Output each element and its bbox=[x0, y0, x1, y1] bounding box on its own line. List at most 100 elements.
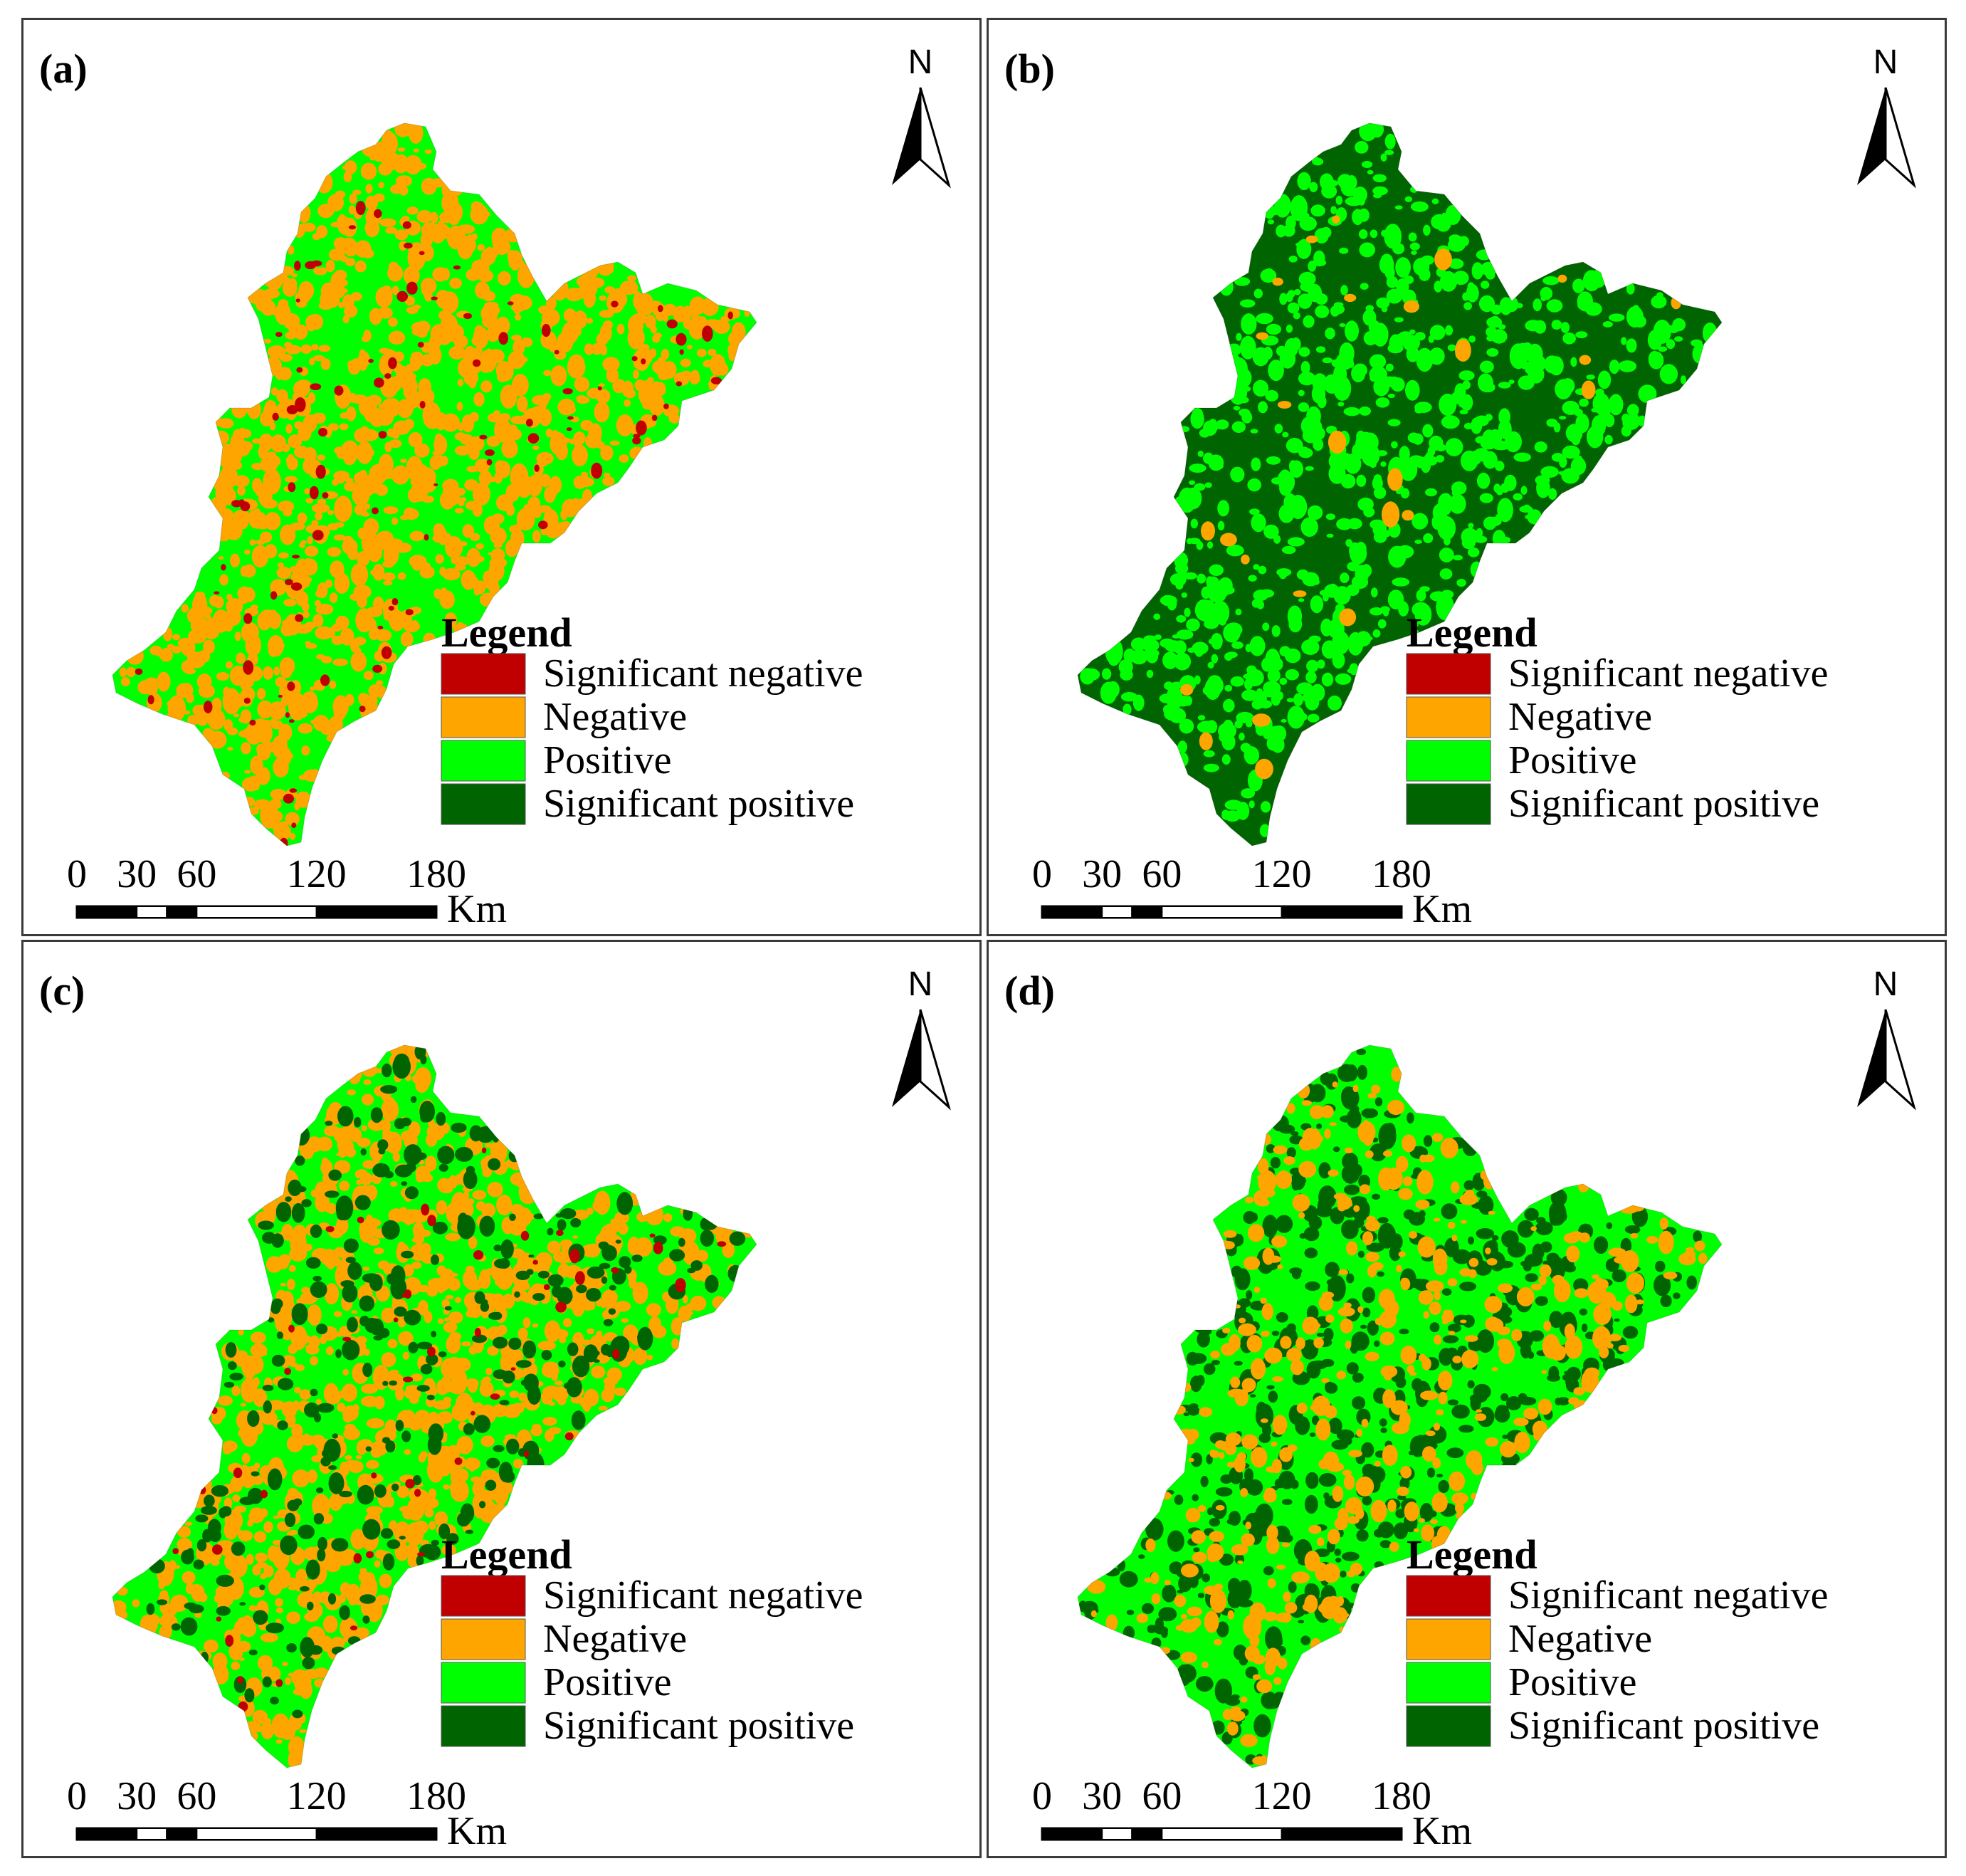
raster-cell bbox=[217, 1395, 233, 1406]
scale-tick-label: 180 bbox=[1372, 852, 1431, 896]
raster-cell bbox=[1261, 657, 1273, 672]
raster-cell bbox=[680, 370, 693, 381]
raster-cell bbox=[477, 243, 485, 251]
raster-cell bbox=[418, 378, 431, 397]
raster-cell bbox=[479, 434, 488, 440]
raster-cell bbox=[1404, 196, 1412, 202]
raster-cell bbox=[1370, 607, 1384, 616]
raster-cell bbox=[1347, 1516, 1360, 1524]
raster-cell bbox=[639, 1335, 649, 1346]
raster-cell bbox=[429, 345, 442, 365]
raster-cell bbox=[1266, 1466, 1279, 1473]
raster-cell bbox=[1185, 1507, 1201, 1523]
raster-cell bbox=[470, 204, 489, 225]
raster-cell bbox=[511, 258, 525, 268]
raster-cell bbox=[1612, 1301, 1623, 1311]
raster-cell bbox=[513, 304, 522, 315]
raster-cell bbox=[226, 594, 233, 600]
raster-cell bbox=[530, 1426, 542, 1436]
raster-cell bbox=[405, 1522, 424, 1546]
raster-cell bbox=[453, 265, 461, 270]
raster-cell bbox=[401, 1250, 414, 1259]
raster-cell bbox=[239, 676, 249, 691]
raster-cell bbox=[270, 720, 283, 730]
raster-cell bbox=[587, 387, 603, 399]
raster-cell bbox=[312, 614, 324, 627]
raster-cell bbox=[261, 733, 270, 746]
raster-cell bbox=[1261, 1331, 1270, 1337]
raster-cell bbox=[292, 1709, 303, 1719]
raster-cell bbox=[443, 1321, 458, 1333]
raster-cell bbox=[370, 463, 389, 479]
raster-cell bbox=[1283, 493, 1298, 512]
raster-cell bbox=[218, 556, 224, 560]
raster-cell bbox=[575, 477, 594, 488]
raster-cell bbox=[1451, 392, 1462, 404]
raster-cell bbox=[1566, 1245, 1580, 1263]
raster-cell bbox=[1209, 1531, 1225, 1542]
raster-cell bbox=[204, 614, 211, 620]
raster-cell bbox=[451, 555, 458, 565]
raster-cell bbox=[1453, 555, 1463, 561]
raster-cell bbox=[441, 291, 459, 314]
raster-cell bbox=[1316, 1332, 1325, 1337]
raster-cell bbox=[1304, 1594, 1318, 1613]
raster-cell bbox=[550, 365, 567, 387]
raster-cell bbox=[526, 1269, 534, 1275]
raster-cell bbox=[373, 1158, 380, 1164]
scale-tick-label: 30 bbox=[1082, 1774, 1122, 1818]
raster-cell bbox=[177, 1526, 191, 1538]
raster-cell bbox=[363, 1572, 375, 1585]
raster-cell bbox=[399, 241, 407, 251]
raster-cell bbox=[512, 374, 529, 397]
legend-swatch bbox=[441, 1705, 526, 1747]
raster-cell bbox=[444, 612, 458, 628]
raster-cell bbox=[247, 1410, 260, 1427]
raster-cell bbox=[1253, 1287, 1261, 1293]
raster-cell bbox=[316, 1324, 328, 1335]
raster-cell bbox=[379, 218, 396, 227]
legend-swatch bbox=[1406, 696, 1491, 738]
raster-cell bbox=[545, 1429, 554, 1442]
raster-cell bbox=[268, 1578, 283, 1595]
raster-cell bbox=[340, 440, 359, 463]
raster-cell bbox=[1323, 1492, 1330, 1499]
raster-cell bbox=[294, 446, 309, 458]
raster-cell bbox=[370, 570, 377, 576]
raster-cell bbox=[391, 517, 399, 525]
raster-cell bbox=[1520, 486, 1528, 495]
raster-cell bbox=[1651, 295, 1667, 309]
raster-cell bbox=[495, 460, 505, 473]
raster-cell bbox=[1273, 1677, 1282, 1685]
raster-cell bbox=[1319, 589, 1327, 596]
raster-cell bbox=[1250, 1358, 1266, 1380]
raster-cell bbox=[1290, 1359, 1304, 1375]
raster-cell bbox=[1287, 605, 1303, 627]
raster-cell bbox=[1365, 636, 1373, 641]
raster-cell bbox=[631, 356, 638, 362]
raster-cell bbox=[1509, 343, 1528, 370]
raster-cell bbox=[544, 1320, 561, 1342]
raster-cell bbox=[244, 1688, 255, 1703]
raster-cell bbox=[1263, 1611, 1278, 1622]
raster-cell bbox=[296, 367, 303, 373]
raster-cell bbox=[457, 379, 464, 387]
raster-cell bbox=[1614, 1319, 1620, 1322]
raster-cell bbox=[547, 1227, 554, 1236]
raster-cell bbox=[1310, 204, 1325, 217]
raster-cell bbox=[437, 1318, 444, 1324]
raster-cell bbox=[1199, 732, 1213, 750]
raster-cell bbox=[1400, 1466, 1412, 1479]
raster-cell bbox=[112, 1600, 127, 1614]
raster-cell bbox=[1345, 1340, 1352, 1349]
raster-cell bbox=[1694, 1240, 1705, 1252]
raster-cell bbox=[454, 508, 464, 514]
raster-cell bbox=[275, 1739, 283, 1744]
raster-cell bbox=[1374, 1097, 1383, 1106]
raster-cell bbox=[1246, 665, 1257, 675]
raster-cell bbox=[334, 385, 344, 396]
raster-cell bbox=[1360, 1324, 1367, 1329]
raster-cell bbox=[338, 302, 345, 308]
